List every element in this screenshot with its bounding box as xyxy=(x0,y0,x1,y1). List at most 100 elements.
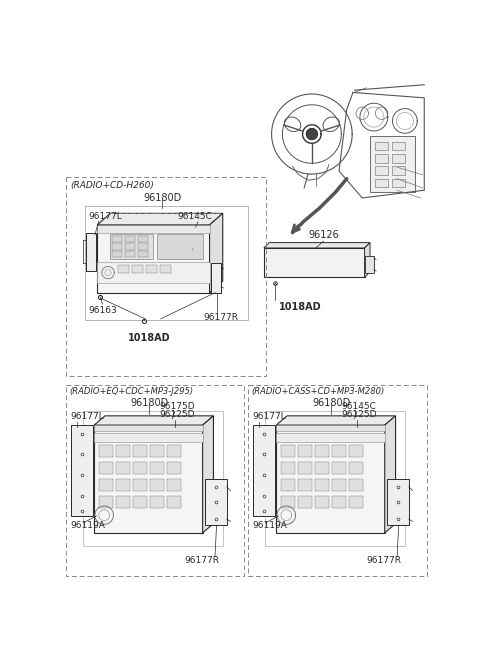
Bar xyxy=(160,265,171,272)
Bar xyxy=(248,385,427,576)
Bar xyxy=(112,236,122,242)
Bar xyxy=(150,496,164,508)
Bar xyxy=(112,251,122,257)
Bar xyxy=(99,462,113,474)
Text: 96180D: 96180D xyxy=(130,398,168,408)
Bar xyxy=(264,248,365,277)
Bar xyxy=(150,445,164,457)
Ellipse shape xyxy=(284,117,301,132)
Bar xyxy=(393,179,405,187)
Bar xyxy=(375,154,388,162)
Bar xyxy=(276,425,385,431)
Polygon shape xyxy=(210,214,223,293)
Text: 96177R: 96177R xyxy=(204,314,239,322)
Bar xyxy=(281,445,295,457)
Bar xyxy=(332,445,346,457)
Polygon shape xyxy=(203,416,214,533)
Bar xyxy=(97,225,210,293)
Bar xyxy=(94,433,203,442)
Bar xyxy=(71,425,93,516)
Polygon shape xyxy=(94,416,214,425)
Bar xyxy=(315,496,329,508)
Bar xyxy=(298,462,312,474)
Bar xyxy=(281,462,295,474)
Text: 96119A: 96119A xyxy=(70,521,105,531)
Text: 96126: 96126 xyxy=(308,231,339,240)
Polygon shape xyxy=(385,416,396,533)
Text: 1018AD: 1018AD xyxy=(279,302,322,312)
Bar xyxy=(66,385,244,576)
Text: 96145C: 96145C xyxy=(178,212,213,221)
Bar xyxy=(332,479,346,491)
Text: (RADIO+EQ+CDC+MP3-J295): (RADIO+EQ+CDC+MP3-J295) xyxy=(69,387,193,396)
Text: 96180D: 96180D xyxy=(143,193,181,202)
Bar xyxy=(349,462,363,474)
Bar xyxy=(211,263,221,293)
Bar xyxy=(349,496,363,508)
Bar xyxy=(85,233,96,271)
Bar xyxy=(116,462,130,474)
Bar xyxy=(315,462,329,474)
Bar xyxy=(276,433,385,442)
Bar xyxy=(349,479,363,491)
Polygon shape xyxy=(365,242,370,277)
Bar xyxy=(253,425,275,516)
Bar xyxy=(94,425,203,533)
Text: 96180D: 96180D xyxy=(312,398,350,408)
Polygon shape xyxy=(276,416,396,425)
Bar xyxy=(85,206,248,320)
Text: (RADIO+CASS+CD+MP3-M280): (RADIO+CASS+CD+MP3-M280) xyxy=(252,387,384,396)
Bar xyxy=(116,496,130,508)
Polygon shape xyxy=(97,214,223,225)
Bar xyxy=(125,251,135,257)
Bar xyxy=(265,411,405,546)
Bar xyxy=(167,496,181,508)
Text: 96125D: 96125D xyxy=(159,410,195,419)
Bar xyxy=(281,496,295,508)
Bar xyxy=(332,496,346,508)
Bar xyxy=(167,445,181,457)
Bar xyxy=(315,479,329,491)
Text: 96125D: 96125D xyxy=(341,410,377,419)
Bar xyxy=(146,265,157,272)
Text: 96177L: 96177L xyxy=(70,412,104,421)
Text: 1018AD: 1018AD xyxy=(128,333,170,343)
Bar xyxy=(66,177,266,376)
Bar xyxy=(370,136,415,192)
Bar xyxy=(205,479,227,525)
Bar xyxy=(133,479,147,491)
Bar xyxy=(349,445,363,457)
Bar xyxy=(118,265,129,272)
Bar xyxy=(281,479,295,491)
Bar xyxy=(276,425,385,533)
Text: 96119A: 96119A xyxy=(252,521,287,531)
Bar xyxy=(298,445,312,457)
Bar xyxy=(99,445,113,457)
Bar xyxy=(112,244,122,250)
Bar xyxy=(375,141,388,150)
Bar xyxy=(138,244,148,250)
Bar xyxy=(133,496,147,508)
Bar xyxy=(138,236,148,242)
Bar xyxy=(116,445,130,457)
Bar xyxy=(365,255,374,272)
Bar xyxy=(133,445,147,457)
Bar xyxy=(83,411,223,546)
Bar xyxy=(133,462,147,474)
Bar xyxy=(167,479,181,491)
Bar xyxy=(298,496,312,508)
Bar xyxy=(315,445,329,457)
Ellipse shape xyxy=(323,117,339,132)
Bar xyxy=(167,462,181,474)
Bar xyxy=(375,166,388,175)
Bar xyxy=(157,234,204,259)
Text: 96175D: 96175D xyxy=(159,402,195,411)
Circle shape xyxy=(306,128,317,140)
Bar xyxy=(387,479,409,525)
Bar xyxy=(110,234,153,259)
Bar xyxy=(116,479,130,491)
Polygon shape xyxy=(264,242,370,248)
Bar xyxy=(138,251,148,257)
Bar xyxy=(99,479,113,491)
Text: 96177R: 96177R xyxy=(366,556,401,565)
